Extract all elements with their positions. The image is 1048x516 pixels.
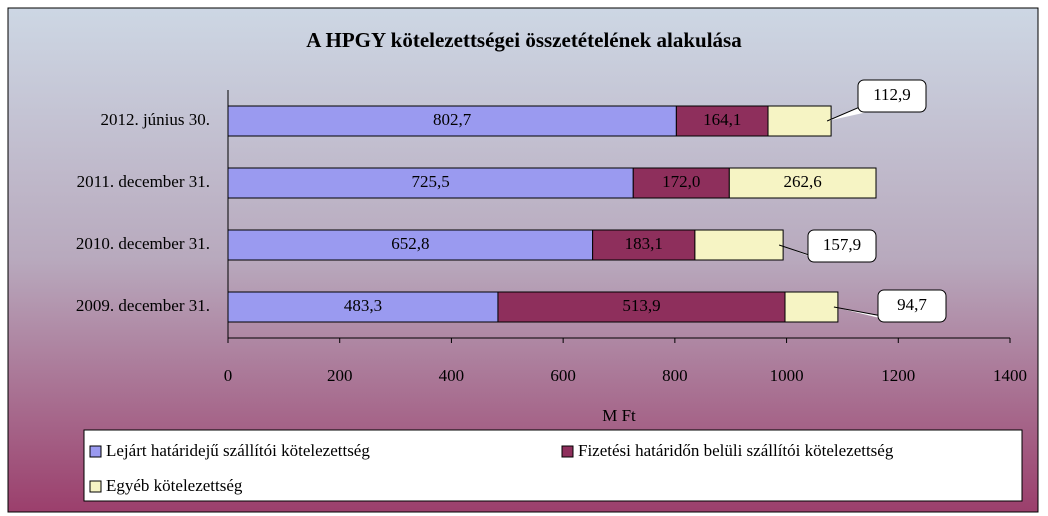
x-axis-label: M Ft (602, 406, 636, 425)
y-tick-label: 2010. december 31. (76, 234, 210, 253)
callout-box (857, 79, 927, 113)
data-label: 94,7 (897, 295, 927, 314)
bar-segment (497, 291, 786, 323)
bar-segment (784, 291, 839, 323)
x-tick-label: 1400 (993, 366, 1027, 385)
data-label: 112,9 (873, 85, 911, 104)
data-label: 183,1 (625, 234, 663, 253)
bar-segment (728, 167, 877, 199)
bar-segment (227, 167, 634, 199)
legend-label: Lejárt határidejű szállítói kötelezettsé… (106, 441, 370, 460)
data-label: 157,9 (823, 235, 861, 254)
callout-box (807, 229, 877, 263)
data-label: 725,5 (411, 172, 449, 191)
x-tick-label: 1200 (881, 366, 915, 385)
y-tick-label: 2011. december 31. (77, 172, 210, 191)
data-label: 164,1 (703, 110, 741, 129)
bar-segment (632, 167, 730, 199)
legend-swatch (89, 445, 102, 458)
data-label: 483,3 (344, 296, 382, 315)
data-label: 262,6 (784, 172, 822, 191)
data-label: 802,7 (433, 110, 472, 129)
bar-segment (592, 229, 696, 261)
x-tick-label: 0 (224, 366, 233, 385)
legend-swatch (561, 445, 574, 458)
data-label: 513,9 (622, 296, 660, 315)
callout-box (877, 289, 947, 323)
legend-label: Egyéb kötelezettség (106, 476, 243, 495)
x-tick-label: 200 (327, 366, 353, 385)
data-label: 652,8 (391, 234, 429, 253)
bar-segment (694, 229, 784, 261)
x-tick-label: 1000 (770, 366, 804, 385)
legend-label: Fizetési határidőn belüli szállítói köte… (578, 441, 894, 460)
bar-segment (227, 229, 594, 261)
bar-segment (675, 105, 769, 137)
legend-swatch (89, 480, 102, 493)
chart-title: A HPGY kötelezettségei összetételének al… (306, 28, 742, 52)
y-tick-label: 2009. december 31. (76, 296, 210, 315)
bar-segment (767, 105, 832, 137)
bar-segment (227, 105, 677, 137)
legend (83, 429, 1023, 502)
bar-segment (227, 291, 499, 323)
data-label: 172,0 (662, 172, 700, 191)
x-tick-label: 400 (439, 366, 465, 385)
x-tick-label: 800 (662, 366, 688, 385)
y-tick-label: 2012. június 30. (100, 110, 210, 129)
x-tick-label: 600 (550, 366, 576, 385)
